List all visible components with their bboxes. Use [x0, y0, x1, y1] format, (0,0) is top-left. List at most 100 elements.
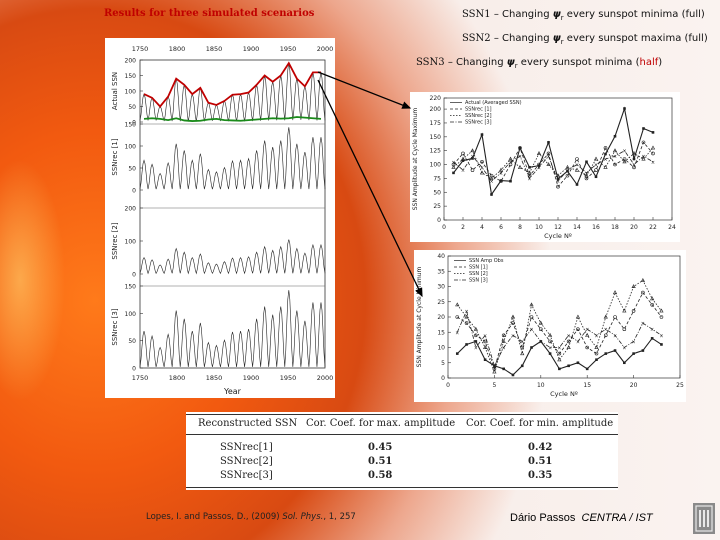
- scenario-dash: – Changing: [490, 9, 553, 20]
- data-point: [651, 151, 655, 156]
- data-point: ×: [613, 154, 617, 160]
- data-point: [508, 162, 513, 167]
- scenario-dash: – Changing: [444, 57, 507, 68]
- x-axis-label: Year: [223, 387, 242, 396]
- time-series-chart: 1750 1750 1800 1800 1850 1850 1900 1900 1950 1950…: [111, 45, 334, 396]
- scenario-ssn3: SSN3 – Changing ψr every sunspot minima …: [416, 57, 662, 70]
- data-point: ×: [632, 163, 636, 169]
- data-point: ×: [584, 171, 588, 177]
- y-axis-label: Actual SSN: [111, 72, 119, 110]
- data-point: ×: [548, 346, 552, 352]
- x-tick-label: 14: [573, 224, 581, 231]
- citation-volume: , 1, 257: [323, 512, 356, 522]
- data-point: [612, 148, 618, 153]
- x-tick-label: 5: [492, 382, 496, 389]
- data-point: ×: [499, 171, 503, 177]
- scenario-description: every sunspot maxima (full): [563, 33, 708, 44]
- data-point: ×: [539, 339, 543, 345]
- data-point: ×: [659, 333, 663, 339]
- arrow-to-max-chart: [317, 71, 412, 109]
- data-point: [585, 345, 589, 350]
- data-point: ×: [575, 163, 579, 169]
- y-tick-label: 100: [125, 239, 137, 246]
- data-point: ×: [631, 339, 635, 345]
- legend-label: SSN [3]: [469, 278, 488, 284]
- y-tick-label: 10: [437, 345, 445, 352]
- data-point: [659, 308, 664, 313]
- data-point: [502, 367, 505, 371]
- data-point: [536, 151, 542, 155]
- y-tick-label: 200: [125, 206, 137, 213]
- row-name: SSNrec[1]: [220, 442, 273, 453]
- data-point: [498, 167, 504, 172]
- data-point: [470, 148, 475, 153]
- data-point: ×: [613, 333, 617, 339]
- row-min: 0.51: [528, 456, 553, 467]
- psi-subscript: r: [514, 62, 518, 70]
- min-amplitude-figure: 0 5 10 15 20 25 0 5 10 15 20 25 30 35 40 Cycle Nº SSN Am…: [414, 250, 686, 402]
- legend-label: SSN Amp Obs: [469, 258, 504, 264]
- x-tick-label-bottom: 2000: [317, 374, 334, 382]
- data-point: [548, 339, 552, 344]
- ssn-series-line: [139, 290, 326, 367]
- data-point: [623, 361, 626, 365]
- data-point: ×: [455, 330, 459, 336]
- y-tick-label: 200: [430, 106, 442, 113]
- data-point: [464, 314, 469, 319]
- y-tick-label: 100: [430, 162, 442, 169]
- data-point: ×: [576, 339, 580, 345]
- data-point: [613, 315, 617, 319]
- y-tick-label: 220: [430, 95, 442, 102]
- y-tick-label: 100: [125, 311, 137, 318]
- data-point: [565, 164, 570, 169]
- data-point: [555, 173, 561, 178]
- legend-label: Actual (Averaged SSN): [465, 100, 522, 106]
- series-line: [456, 309, 662, 367]
- data-point: [622, 308, 627, 313]
- data-point: [584, 173, 589, 178]
- data-point: [455, 315, 460, 319]
- y-tick-label: 50: [128, 166, 136, 173]
- data-point: [501, 333, 506, 338]
- data-point: ×: [567, 333, 571, 339]
- half-highlight: half: [639, 57, 659, 68]
- y-tick-label: 200: [125, 58, 137, 65]
- x-tick-label: 20: [630, 382, 638, 389]
- data-point: [574, 167, 580, 172]
- data-point: [537, 164, 541, 167]
- y-axis-label: SSNrec [1]: [111, 138, 119, 175]
- x-tick-label: 20: [630, 224, 638, 231]
- data-point: [492, 369, 497, 374]
- row-max: 0.51: [368, 456, 393, 467]
- scenario-label: SSN3: [416, 57, 445, 68]
- data-point: ×: [594, 333, 598, 339]
- max-amplitude-chart: 0 2 4 6 8 10 12 14 16 18 20 22 240255075100125150175…: [412, 95, 676, 240]
- data-point: ×: [603, 157, 607, 163]
- data-point: ×: [651, 160, 655, 166]
- data-point: ×: [565, 168, 569, 174]
- y-tick-label: 50: [433, 189, 441, 196]
- series-line: [453, 141, 654, 188]
- y-tick-label: 125: [430, 148, 442, 155]
- arrow-to-min-chart: [317, 79, 423, 298]
- data-point: [483, 345, 488, 349]
- data-point: [547, 332, 553, 337]
- affiliation: CENTRA / IST: [581, 512, 653, 524]
- scenario-label: SSN2: [462, 33, 491, 44]
- data-point: [499, 179, 503, 182]
- y-tick-label: 100: [125, 89, 137, 96]
- data-point: [576, 361, 580, 365]
- x-tick-label: 12: [554, 224, 562, 231]
- x-tick-label: 0: [442, 224, 446, 231]
- y-tick-label: 0: [132, 120, 136, 127]
- data-point: [557, 351, 562, 356]
- y-tick-label: 0: [132, 366, 136, 373]
- data-point: [575, 157, 579, 161]
- data-point: [471, 157, 474, 160]
- y-tick-label: 15: [437, 329, 445, 336]
- x-tick-label-top: 1950: [280, 45, 297, 53]
- data-point: [511, 373, 515, 377]
- y-axis-label: SSN Amplitude at Cycle Maximum: [412, 108, 419, 211]
- data-point: [474, 340, 478, 343]
- x-tick-label: 24: [668, 224, 676, 231]
